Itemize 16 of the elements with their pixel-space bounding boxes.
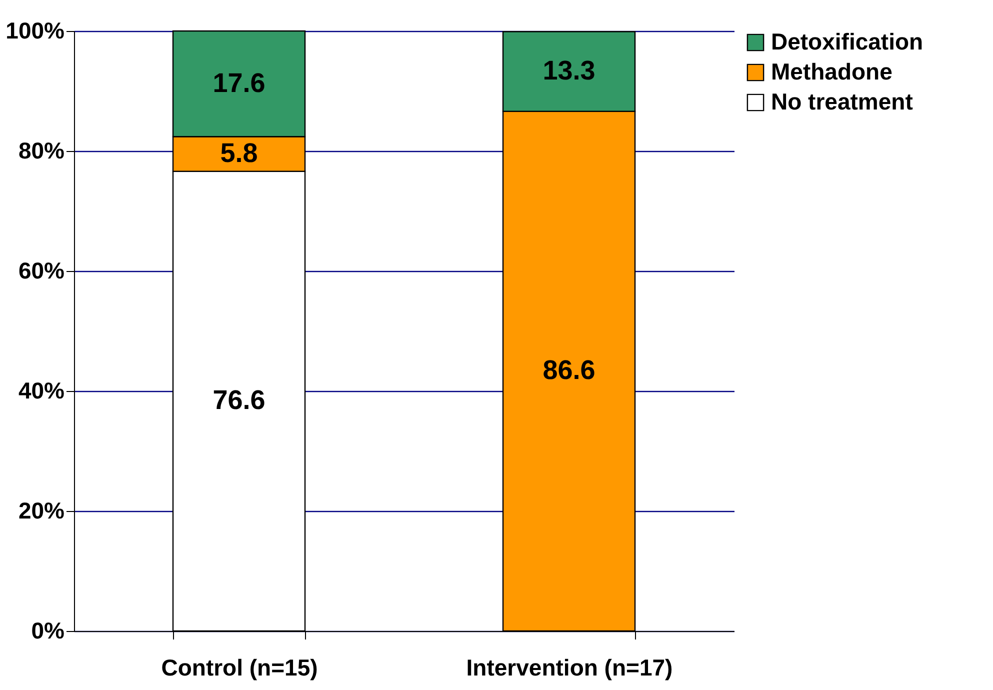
y-tick-label: 0% [31,618,64,644]
legend-label: Detoxification [771,28,924,54]
data-label: 5.8 [220,138,258,168]
y-tick-label: 20% [18,498,64,524]
data-label: 76.6 [212,385,266,416]
data-label: 86.6 [542,355,596,386]
legend-label: Methadone [771,58,892,84]
y-tick-label: 80% [18,138,64,164]
legend-label: No treatment [771,88,914,114]
y-tick-label: 60% [18,258,64,284]
data-label: 17.6 [212,68,266,98]
x-tick-label: Control (n=15) [161,654,318,680]
y-tick-label: 100% [6,18,64,44]
x-tick-label: Intervention (n=17) [466,654,673,680]
data-label: 13.3 [542,56,596,86]
y-tick-label: 40% [18,378,64,404]
